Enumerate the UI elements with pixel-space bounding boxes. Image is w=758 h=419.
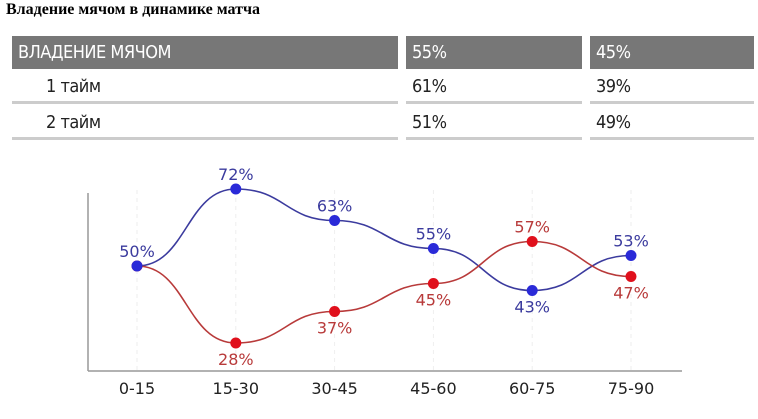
data-label: 28% [218, 350, 254, 369]
row2-home: 51% [406, 108, 582, 140]
x-tick-label: 15-30 [213, 379, 260, 398]
data-point [427, 243, 439, 254]
header-label: ВЛАДЕНИЕ МЯЧОМ [12, 36, 398, 69]
data-label: 72% [218, 165, 254, 184]
row1-home: 61% [406, 72, 582, 104]
data-label: 53% [613, 232, 649, 251]
data-point [526, 236, 538, 247]
data-point [329, 306, 341, 317]
data-label: 63% [317, 197, 353, 216]
data-point [131, 260, 143, 272]
row2-label: 2 тайм [12, 108, 398, 140]
x-tick-label: 45-60 [410, 379, 457, 398]
data-point [230, 337, 242, 349]
page-title: Владение мячом в динамике матча [6, 1, 261, 18]
data-point [526, 285, 538, 296]
x-tick-label: 60-75 [509, 379, 556, 398]
x-tick-label: 0-15 [119, 379, 155, 398]
row1-label: 1 тайм [12, 72, 398, 104]
x-tick-label: 75-90 [608, 379, 655, 398]
data-point [625, 250, 637, 261]
data-label: 37% [317, 319, 353, 338]
data-point [230, 183, 242, 195]
data-point [427, 278, 439, 289]
header-home-value: 55% [406, 36, 582, 69]
series-line-0 [136, 188, 632, 292]
row2-away: 49% [590, 108, 754, 140]
data-point [329, 215, 341, 226]
data-label: 55% [416, 225, 452, 244]
data-label: 50% [119, 242, 155, 261]
data-label: 47% [613, 284, 649, 303]
data-point [625, 271, 637, 282]
series-line-1 [136, 240, 632, 344]
data-label: 43% [514, 298, 550, 317]
x-tick-label: 30-45 [311, 379, 358, 398]
row1-away: 39% [590, 72, 754, 104]
data-label: 45% [416, 291, 452, 310]
data-label: 57% [514, 218, 550, 237]
header-away-value: 45% [590, 36, 754, 69]
